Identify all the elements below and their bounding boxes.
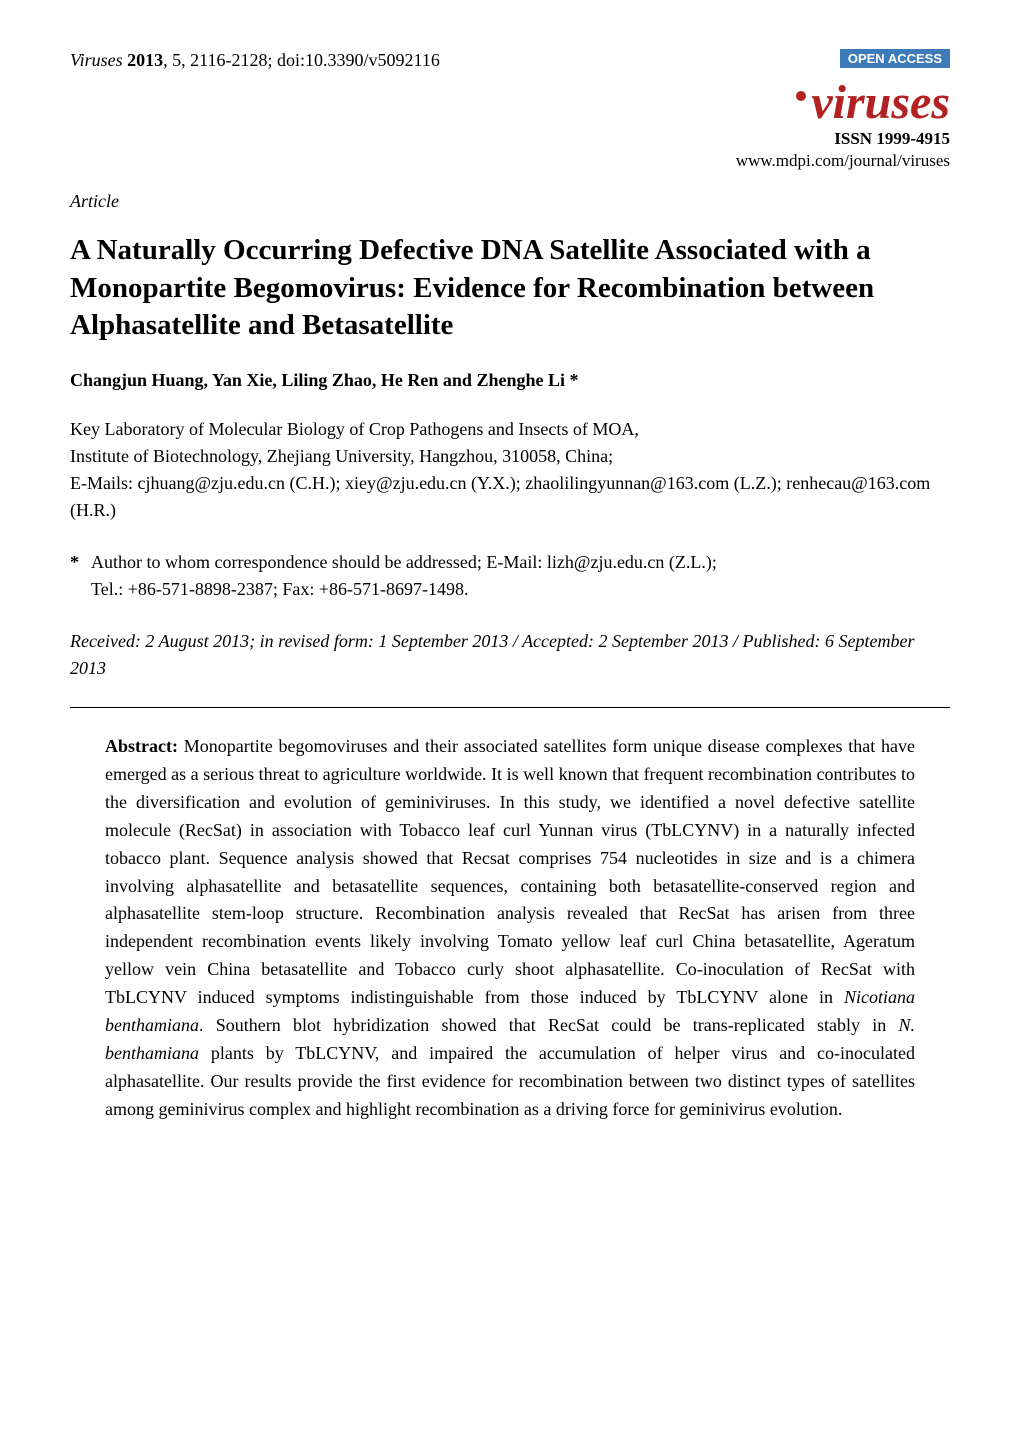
correspondence-block: * Author to whom correspondence should b… — [70, 549, 950, 603]
journal-logo-text: viruses — [811, 76, 950, 129]
affiliation-line-1: Key Laboratory of Molecular Biology of C… — [70, 416, 950, 443]
header-row: Viruses 2013, 5, 2116-2128; doi:10.3390/… — [70, 50, 950, 71]
journal-dot-icon — [796, 91, 806, 101]
affiliation-block: Key Laboratory of Molecular Biology of C… — [70, 416, 950, 524]
abstract-text-2: . Southern blot hybridization showed tha… — [199, 1015, 898, 1035]
citation-year: 2013 — [127, 50, 163, 70]
abstract-label: Abstract: — [105, 736, 178, 756]
citation-doi: doi:10.3390/v5092116 — [277, 50, 440, 70]
abstract-block: Abstract: Monopartite begomoviruses and … — [70, 733, 950, 1123]
correspondence-marker: * — [70, 549, 79, 603]
journal-logo: viruses — [70, 79, 950, 127]
open-access-label: OPEN ACCESS — [840, 49, 950, 68]
section-divider — [70, 707, 950, 708]
publication-dates: Received: 2 August 2013; in revised form… — [70, 628, 950, 682]
journal-block: viruses ISSN 1999-4915 www.mdpi.com/jour… — [70, 79, 950, 171]
correspondence-line-2: Tel.: +86-571-8898-2387; Fax: +86-571-86… — [91, 576, 717, 603]
abstract-text-1: Monopartite begomoviruses and their asso… — [105, 736, 915, 1007]
affiliation-line-3: E-Mails: cjhuang@zju.edu.cn (C.H.); xiey… — [70, 470, 950, 524]
correspondence-line-1: Author to whom correspondence should be … — [91, 549, 717, 576]
citation-pages: 2116-2128 — [190, 50, 267, 70]
journal-name-citation: Viruses — [70, 50, 123, 70]
citation: Viruses 2013, 5, 2116-2128; doi:10.3390/… — [70, 50, 440, 71]
abstract-text-3: plants by TbLCYNV, and impaired the accu… — [105, 1043, 915, 1119]
correspondence-text: Author to whom correspondence should be … — [91, 549, 717, 603]
open-access-badge: OPEN ACCESS — [840, 50, 950, 68]
authors-list: Changjun Huang, Yan Xie, Liling Zhao, He… — [70, 370, 950, 391]
article-title: A Naturally Occurring Defective DNA Sate… — [70, 232, 950, 345]
journal-url: www.mdpi.com/journal/viruses — [70, 151, 950, 171]
citation-volume: 5 — [172, 50, 181, 70]
article-type: Article — [70, 191, 950, 212]
affiliation-line-2: Institute of Biotechnology, Zhejiang Uni… — [70, 443, 950, 470]
issn-text: ISSN 1999-4915 — [70, 129, 950, 149]
